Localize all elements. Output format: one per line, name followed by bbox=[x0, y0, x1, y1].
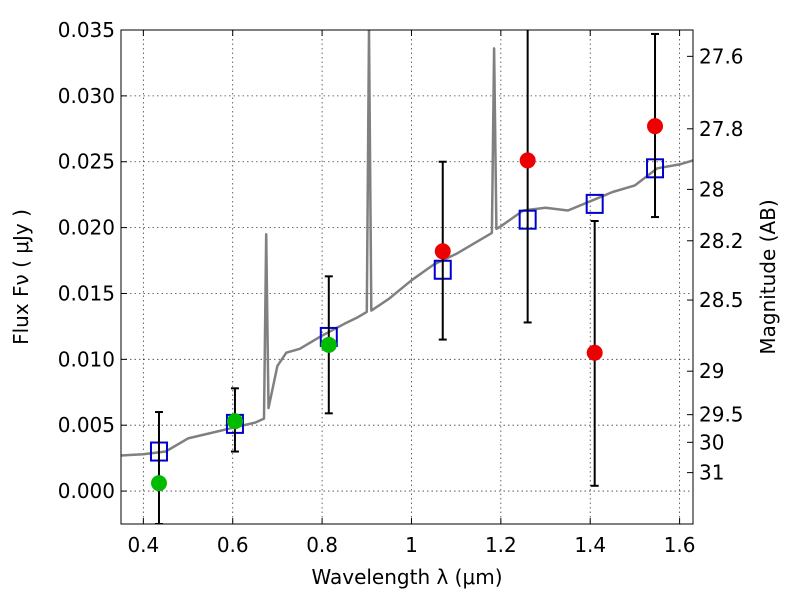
model-square-point bbox=[585, 193, 604, 214]
observed-point bbox=[226, 413, 243, 430]
plot-area bbox=[121, 30, 693, 524]
observed-point bbox=[150, 475, 167, 492]
right-tick-label: 31 bbox=[699, 461, 724, 485]
observed-point bbox=[647, 118, 664, 135]
observed-point bbox=[519, 152, 536, 169]
x-tick-label: 1.6 bbox=[664, 533, 696, 557]
x-tick-label: 0.8 bbox=[306, 533, 338, 557]
y-tick-label: 0.020 bbox=[58, 216, 115, 240]
right-tick-label: 27.6 bbox=[699, 44, 744, 68]
right-tick-label: 28 bbox=[699, 177, 724, 201]
right-tick-label: 29 bbox=[699, 359, 724, 383]
y-tick-label: 0.035 bbox=[58, 18, 115, 42]
right-tick-label: 29.5 bbox=[699, 403, 744, 427]
y-tick-label: 0.015 bbox=[58, 281, 115, 305]
y-tick-label: 0.000 bbox=[58, 479, 115, 503]
x-tick-label: 0.6 bbox=[217, 533, 249, 557]
grid-lines bbox=[121, 29, 693, 524]
y-tick-label: 0.030 bbox=[58, 84, 115, 108]
plot-frame bbox=[120, 29, 694, 525]
observed-point bbox=[586, 344, 603, 361]
y-tick-label: 0.010 bbox=[58, 347, 115, 371]
y-axis-label: Flux Fν ( μJy ) bbox=[9, 209, 33, 345]
right-tick-label: 28.2 bbox=[699, 229, 744, 253]
observed-point bbox=[320, 336, 337, 353]
x-tick-label: 0.4 bbox=[127, 533, 159, 557]
x-tick-label: 1 bbox=[405, 533, 418, 557]
axis-ticks: 0.4 0.6 0.8 1 1.2 1.4 1.6 0.000 0.005 0.010 0.015 0… bbox=[58, 18, 744, 557]
y-tick-label: 0.005 bbox=[58, 413, 115, 437]
x-tick-label: 1.2 bbox=[485, 533, 517, 557]
right-tick-label: 30 bbox=[699, 430, 724, 454]
x-tick-label: 1.4 bbox=[574, 533, 606, 557]
right-tick-label: 27.8 bbox=[699, 117, 744, 141]
observed-point bbox=[434, 243, 451, 260]
x-axis-label: Wavelength λ (μm) bbox=[311, 565, 502, 589]
y-tick-label: 0.025 bbox=[58, 150, 115, 174]
right-tick-label: 28.5 bbox=[699, 288, 744, 312]
spectrum-line bbox=[121, 30, 693, 457]
right-axis-label: Magnitude (AB) bbox=[756, 199, 780, 354]
